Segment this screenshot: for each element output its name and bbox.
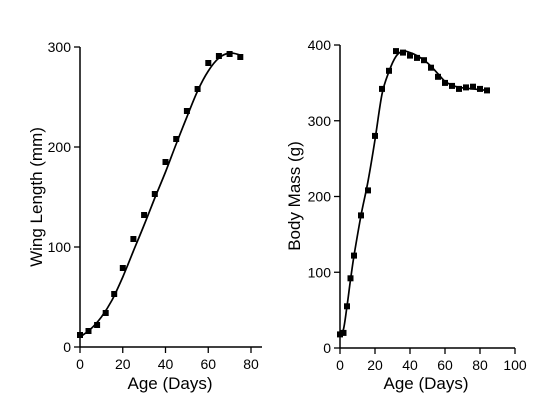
data-point	[340, 329, 347, 336]
fit-curve-group	[339, 50, 488, 335]
data-point	[183, 108, 190, 114]
data-point	[358, 212, 364, 219]
data-point	[119, 265, 126, 271]
x-tick-label: 80	[243, 356, 259, 372]
data-point	[393, 48, 399, 55]
y-tick-label: 300	[48, 39, 72, 55]
data-point	[484, 87, 490, 94]
data-point	[456, 85, 462, 92]
data-point	[173, 136, 180, 142]
y-tick-label: 100	[308, 264, 332, 280]
data-point	[130, 236, 137, 242]
x-tick-label: 20	[367, 357, 383, 373]
x-tick-label: 60	[200, 356, 216, 372]
axis-ticks: 0 20 40 60 80 0 100 200 300	[48, 39, 259, 372]
x-axis-title: Age (Days)	[127, 374, 212, 393]
data-point	[421, 57, 427, 64]
fit-curve-group	[79, 52, 241, 338]
y-axis-title: Wing Length (mm)	[27, 127, 46, 267]
y-tick-label: 100	[48, 239, 72, 255]
x-tick-label: 0	[336, 357, 344, 373]
data-point	[463, 84, 469, 91]
x-tick-label: 100	[503, 357, 527, 373]
x-axis-title: Age (Days)	[383, 374, 468, 393]
y-tick-label: 300	[308, 113, 332, 129]
data-point	[428, 64, 434, 71]
data-point	[111, 291, 118, 297]
data-point	[470, 83, 476, 90]
y-tick-label: 0	[63, 339, 71, 355]
data-point	[386, 67, 392, 74]
data-point	[226, 51, 233, 57]
data-point	[151, 191, 158, 197]
data-points-group	[77, 51, 244, 338]
y-tick-label: 200	[48, 139, 72, 155]
data-point	[344, 303, 350, 310]
data-point	[365, 187, 371, 194]
x-tick-label: 20	[115, 356, 131, 372]
fit-curve	[79, 52, 241, 338]
y-tick-label: 400	[308, 37, 332, 53]
data-point	[85, 328, 92, 334]
data-point	[435, 73, 441, 80]
data-point	[347, 275, 354, 282]
data-point	[379, 85, 385, 92]
data-point	[237, 54, 244, 60]
fit-curve	[339, 50, 488, 335]
axis-ticks: 0 20 40 60 80 100 0 100 200 300 400	[308, 37, 527, 373]
body-mass-chart: 0 20 40 60 80 100 0 100 200 300 400 Age (Days) Bod…	[285, 37, 527, 393]
data-point	[205, 60, 212, 66]
data-point	[400, 49, 406, 56]
x-tick-label: 60	[437, 357, 453, 373]
data-point	[351, 252, 357, 259]
x-tick-label: 40	[402, 357, 418, 373]
data-point	[215, 53, 222, 59]
data-point	[141, 212, 148, 218]
data-point	[162, 159, 169, 165]
data-point	[77, 332, 83, 338]
data-point	[477, 85, 483, 92]
data-point	[449, 82, 455, 89]
wing-length-chart: 0 20 40 60 80 0 100 200 300 Age (Days) Wing Leng…	[27, 39, 262, 393]
data-point	[337, 331, 343, 338]
data-point	[407, 52, 413, 59]
x-tick-label: 40	[158, 356, 174, 372]
data-point	[442, 79, 448, 86]
y-axis-title: Body Mass (g)	[285, 141, 304, 251]
x-tick-label: 80	[472, 357, 488, 373]
data-point	[194, 86, 201, 92]
data-point	[414, 54, 420, 61]
data-point	[94, 322, 101, 328]
data-points-group	[337, 48, 490, 338]
y-tick-label: 200	[308, 189, 332, 205]
y-tick-label: 0	[323, 340, 331, 356]
data-point	[372, 132, 378, 139]
data-point	[102, 310, 109, 316]
x-tick-label: 0	[76, 356, 84, 372]
